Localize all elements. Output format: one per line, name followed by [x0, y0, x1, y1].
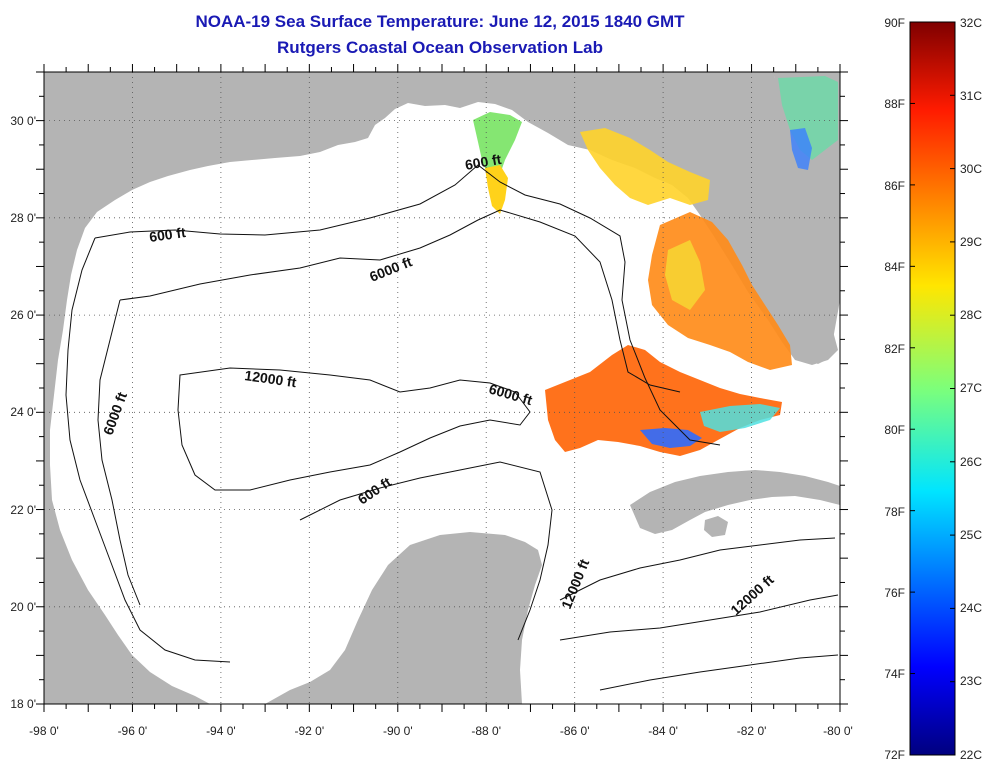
contour-label: 600 ft: [464, 151, 503, 173]
sst-patch-mississippi: [473, 112, 522, 180]
sst-patch-cool-band: [640, 428, 702, 448]
frame-ticks: [36, 64, 848, 712]
map-subtitle: Rutgers Coastal Ocean Observation Lab: [277, 38, 603, 57]
lat-tick-label: 22 0': [10, 503, 36, 517]
colorbar-c-labels: 32C 31C 30C 29C 28C 27C 26C 25C 24C 23C …: [960, 16, 982, 762]
colorbar-c-label: 24C: [960, 601, 982, 615]
colorbar-f-label: 78F: [884, 505, 905, 519]
colorbar-c-label: 31C: [960, 89, 982, 103]
colorbar-f-label: 90F: [884, 16, 905, 30]
contour-label: 12000 ft: [244, 367, 298, 390]
lat-tick-label: 28 0': [10, 211, 36, 225]
contour-600ft: [65, 164, 721, 663]
colorbar-c-label: 23C: [960, 674, 982, 688]
contour-label: 600 ft: [148, 224, 187, 245]
colorbar-ticks: [910, 21, 955, 756]
lon-tick-label: -88 0': [471, 724, 501, 738]
lon-tick-label: -80 0': [823, 724, 853, 738]
sst-patch-florida-shelf-north: [580, 128, 710, 205]
sst-patch-mississippi-warm: [485, 165, 508, 214]
colorbar-f-label: 72F: [884, 748, 905, 762]
lat-tick-label: 24 0': [10, 405, 36, 419]
sst-patch-cyan-band: [700, 404, 780, 432]
colorbar-f-label: 88F: [884, 97, 905, 111]
colorbar-f-label: 84F: [884, 260, 905, 274]
colorbar-c-label: 22C: [960, 748, 982, 762]
lon-tick-label: -96 0': [118, 724, 148, 738]
colorbar-c-label: 29C: [960, 235, 982, 249]
lon-tick-label: -82 0': [737, 724, 767, 738]
land-isla-juventud: [704, 516, 728, 537]
sst-patch-east-coast: [778, 76, 838, 160]
colorbar-f-label: 86F: [884, 179, 905, 193]
lon-tick-label: -92 0': [294, 724, 324, 738]
map-title: NOAA-19 Sea Surface Temperature: June 12…: [195, 12, 685, 31]
lon-tick-labels: -98 0' -96 0' -94 0' -92 0' -90 0' -88 0…: [29, 724, 853, 738]
colorbar-c-label: 28C: [960, 308, 982, 322]
lon-tick-label: -94 0': [206, 724, 236, 738]
colorbar-f-labels: 90F 88F 86F 84F 82F 80F 78F 76F 74F 72F: [884, 16, 905, 762]
lon-tick-label: -86 0': [560, 724, 590, 738]
colorbar-c-label: 32C: [960, 16, 982, 30]
lon-tick-label: -98 0': [29, 724, 59, 738]
contour-caribbean: [559, 537, 839, 691]
lat-tick-label: 20 0': [10, 600, 36, 614]
land-cuba: [630, 470, 840, 534]
bathymetry-contours: [65, 164, 839, 691]
colorbar-c-label: 27C: [960, 381, 982, 395]
lon-tick-label: -84 0': [648, 724, 678, 738]
land-yucatan: [265, 532, 542, 704]
colorbar-c-label: 26C: [960, 455, 982, 469]
colorbar-f-label: 74F: [884, 667, 905, 681]
contour-600ft-yucatan: [299, 461, 553, 641]
lat-tick-label: 18 0': [10, 697, 36, 711]
sst-patch-florida-shelf-yellow: [665, 240, 705, 310]
colorbar-c-label: 30C: [960, 162, 982, 176]
lat-tick-label: 26 0': [10, 308, 36, 322]
colorbar-c-label: 25C: [960, 528, 982, 542]
colorbar-f-label: 76F: [884, 586, 905, 600]
land-us-mexico: [44, 72, 840, 704]
colorbar-f-label: 80F: [884, 423, 905, 437]
contour-12000ft: [177, 367, 531, 491]
lon-tick-label: -90 0': [383, 724, 413, 738]
colorbar-f-label: 82F: [884, 342, 905, 356]
colorbar: [909, 21, 956, 756]
lat-tick-labels: 18 0' 20 0' 22 0' 24 0' 26 0' 28 0' 30 0…: [10, 114, 36, 711]
lat-tick-label: 30 0': [10, 114, 36, 128]
contour-6000ft: [97, 209, 681, 606]
sst-patch-east-coast-cool: [790, 128, 812, 170]
